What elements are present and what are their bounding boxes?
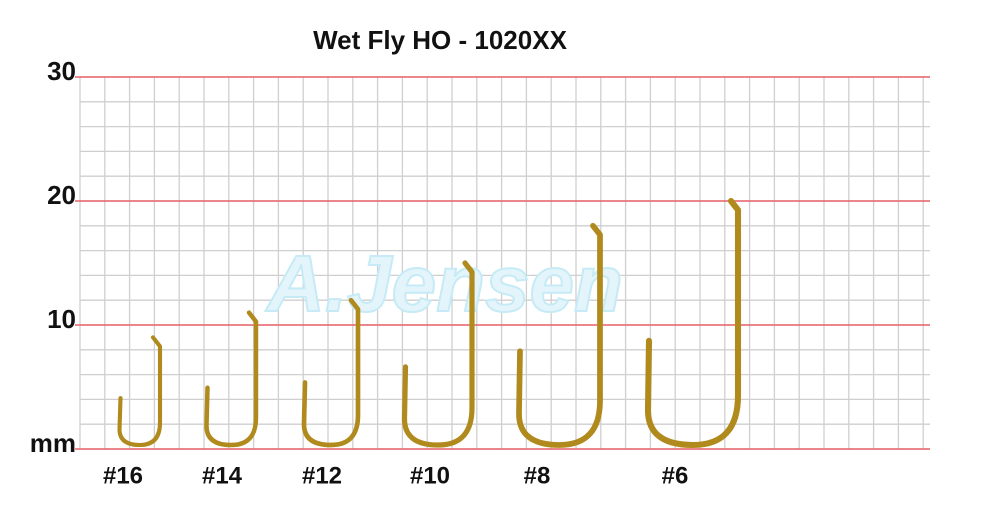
x-tick-label: #14 — [202, 462, 243, 489]
y-tick-label: 30 — [47, 56, 76, 86]
x-tick-label: #10 — [410, 462, 450, 489]
hook — [644, 197, 742, 449]
chart-title: Wet Fly HO - 1020XX — [313, 25, 567, 55]
hook — [401, 260, 475, 448]
y-tick-label: 10 — [47, 304, 76, 334]
hook — [516, 222, 603, 448]
hook — [301, 297, 361, 448]
watermark: A.Jensen — [265, 239, 623, 328]
x-tick-label: #8 — [524, 462, 551, 489]
x-tick-label: #12 — [302, 462, 342, 489]
y-tick-label: mm — [30, 428, 76, 458]
hook — [204, 310, 259, 448]
x-tick-label: #16 — [103, 462, 143, 489]
y-tick-label: 20 — [47, 180, 76, 210]
hook — [117, 335, 163, 448]
x-tick-label: #6 — [662, 462, 689, 489]
